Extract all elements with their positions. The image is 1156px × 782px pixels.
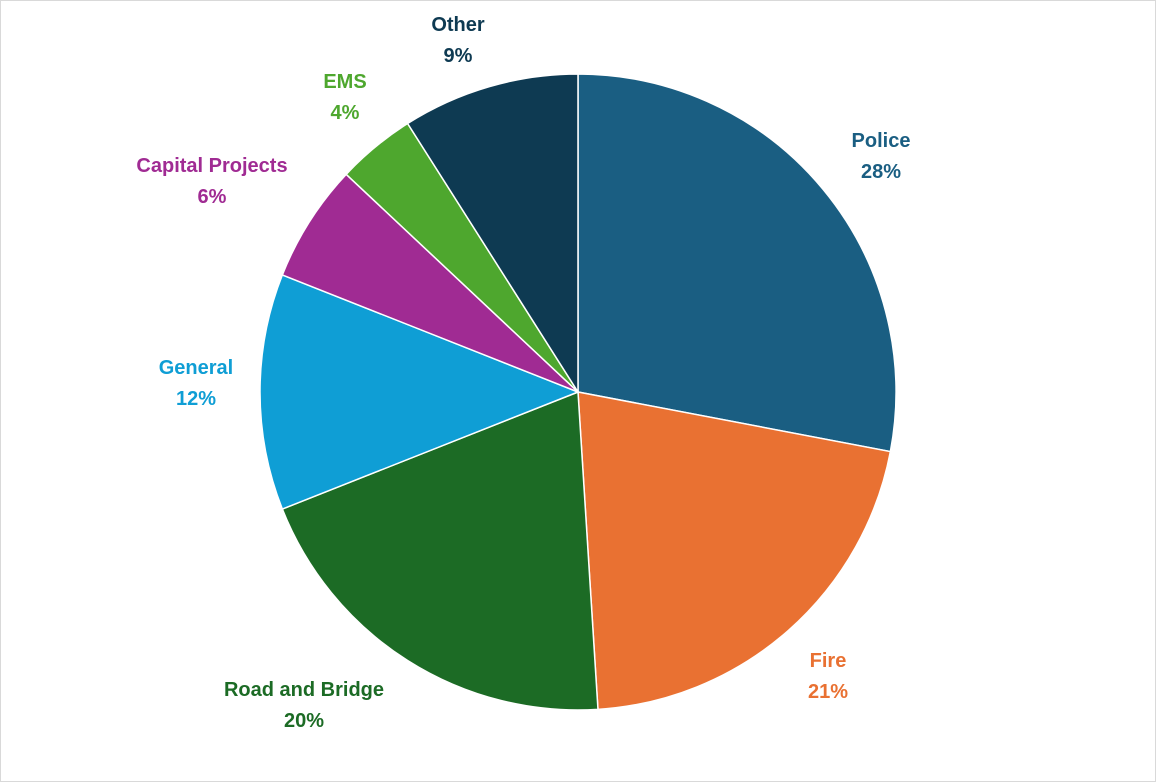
data-label-category: Other [431, 14, 485, 36]
pie-slice-capital-projects [281, 173, 579, 393]
data-label-percent: 12% [176, 388, 216, 410]
data-label-road-and-bridge: Road and Bridge 20% [224, 679, 384, 732]
data-label-fire: Fire 21% [808, 650, 848, 703]
data-label-percent: 6% [198, 186, 227, 208]
data-label-percent: 9% [444, 45, 473, 67]
data-label-category: General [159, 357, 233, 379]
data-label-percent: 4% [331, 102, 360, 124]
data-label-category: Fire [810, 650, 847, 672]
pie-slices [259, 73, 897, 711]
pie-slice-general [259, 273, 581, 511]
data-label-capital-projects: Capital Projects 6% [136, 155, 287, 208]
data-label-percent: 21% [808, 681, 848, 703]
data-label-percent: 20% [284, 710, 324, 732]
data-label-general: General 12% [159, 357, 233, 410]
data-label-percent: 28% [861, 161, 901, 183]
pie-slice-road-and-bridge [281, 390, 599, 711]
pie-slice-other [406, 73, 579, 395]
data-label-category: Road and Bridge [224, 679, 384, 701]
data-label-other: Other 9% [431, 14, 485, 67]
data-label-category: Capital Projects [136, 155, 287, 177]
pie-labels: Police 28% Fire 21% Road and Bridge 20% Genera… [136, 14, 910, 732]
data-label-category: Police [852, 130, 911, 152]
pie-slice-fire [577, 391, 892, 711]
data-label-category: EMS [323, 71, 366, 93]
data-label-police: Police 28% [852, 130, 911, 183]
data-label-ems: EMS 4% [323, 71, 366, 124]
pie-slice-police [577, 73, 897, 453]
